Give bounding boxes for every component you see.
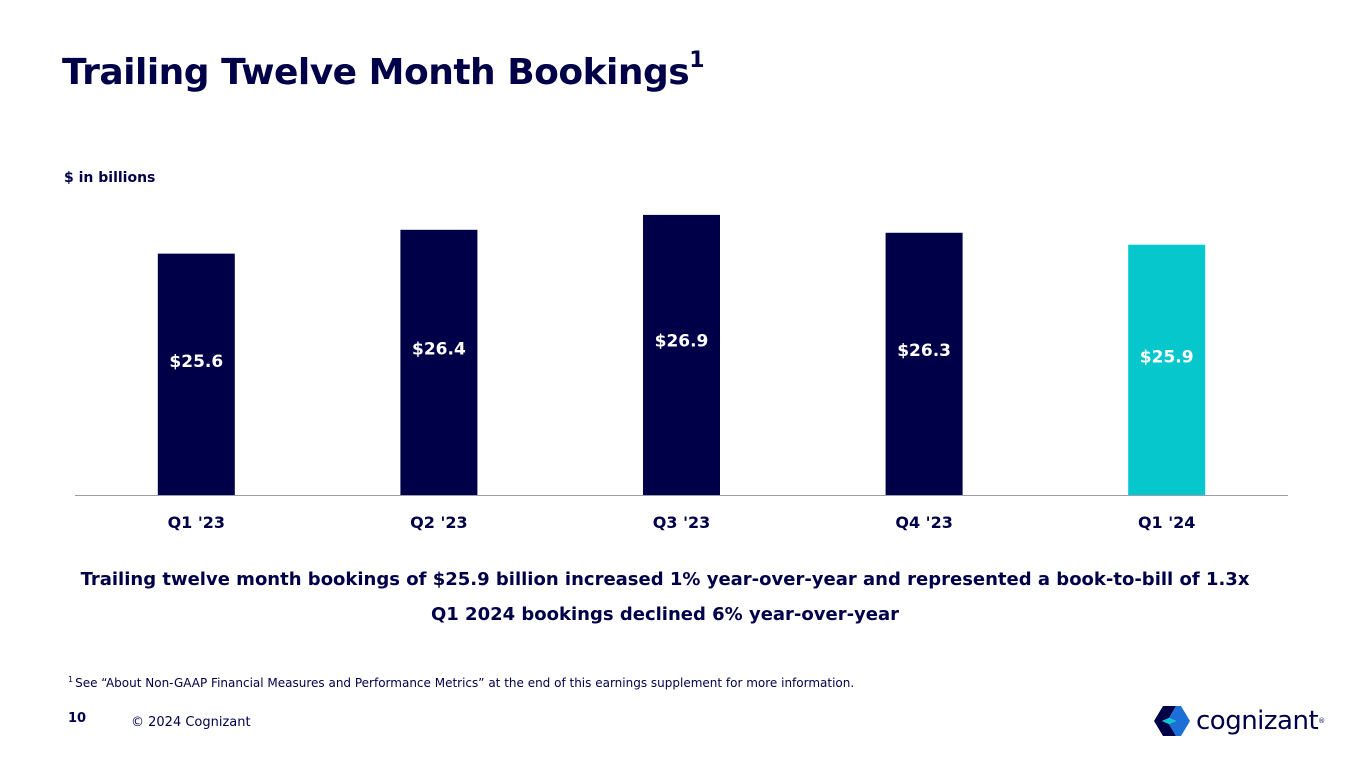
bar-4	[1128, 244, 1206, 495]
footnote: 1 See “About Non-GAAP Financial Measures …	[68, 675, 854, 690]
x-tick-label-2: Q3 '23	[653, 513, 710, 532]
bar-0	[157, 253, 235, 495]
unit-label: $ in billions	[64, 170, 156, 186]
footnote-marker: 1	[68, 675, 74, 684]
bar-3	[885, 232, 963, 495]
bar-value-label-1: $26.4	[412, 339, 466, 359]
page-number: 10	[68, 711, 87, 726]
title-footnote-marker: 1	[689, 48, 705, 73]
cognizant-logo: cognizant ®	[1154, 704, 1325, 738]
page-title: Trailing Twelve Month Bookings1	[62, 48, 705, 93]
x-tick-label-3: Q4 '23	[895, 513, 952, 532]
summary-line-2: Q1 2024 bookings declined 6% year-over-y…	[430, 604, 900, 625]
cognizant-logo-icon	[1154, 706, 1190, 736]
bar-1	[400, 229, 478, 495]
logo-registered-mark: ®	[1318, 717, 1326, 725]
bar-value-label-0: $25.6	[169, 352, 223, 372]
x-tick-label-1: Q2 '23	[410, 513, 467, 532]
x-tick-label-0: Q1 '23	[168, 513, 225, 532]
logo-wordmark: cognizant	[1196, 706, 1319, 736]
summary-line-1: Trailing twelve month bookings of $25.9 …	[80, 569, 1250, 590]
bar-chart: $25.6 Q1 '23 $26.4 Q2 '23 $26.9 Q3 '23 $26.3 Q4…	[75, 214, 1288, 532]
bar-value-label-4: $25.9	[1140, 347, 1194, 367]
footnote-text: See “About Non-GAAP Financial Measures a…	[75, 676, 855, 690]
bar-2	[643, 214, 720, 495]
bar-value-label-3: $26.3	[897, 341, 951, 361]
page-title-text: Trailing Twelve Month Bookings	[62, 52, 690, 93]
bar-value-label-2: $26.9	[655, 332, 709, 352]
copyright: © 2024 Cognizant	[131, 715, 251, 730]
x-tick-label-4: Q1 '24	[1138, 513, 1195, 532]
